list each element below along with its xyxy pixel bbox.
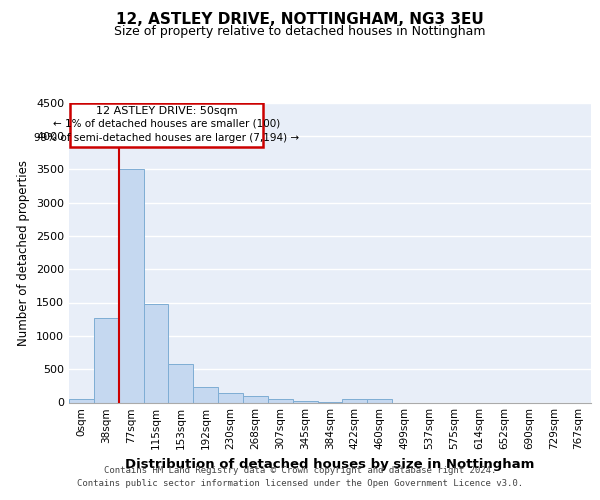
Bar xyxy=(169,364,193,403)
FancyBboxPatch shape xyxy=(70,103,263,146)
X-axis label: Distribution of detached houses by size in Nottingham: Distribution of detached houses by size … xyxy=(125,458,535,471)
Bar xyxy=(119,169,143,402)
Bar xyxy=(193,386,218,402)
Text: 99% of semi-detached houses are larger (7,194) →: 99% of semi-detached houses are larger (… xyxy=(34,133,299,143)
Text: 12, ASTLEY DRIVE, NOTTINGHAM, NG3 3EU: 12, ASTLEY DRIVE, NOTTINGHAM, NG3 3EU xyxy=(116,12,484,28)
Text: Contains HM Land Registry data © Crown copyright and database right 2024.
Contai: Contains HM Land Registry data © Crown c… xyxy=(77,466,523,487)
Text: ← 1% of detached houses are smaller (100): ← 1% of detached houses are smaller (100… xyxy=(53,119,280,129)
Bar xyxy=(69,399,94,402)
Y-axis label: Number of detached properties: Number of detached properties xyxy=(17,160,31,346)
Text: 12 ASTLEY DRIVE: 50sqm: 12 ASTLEY DRIVE: 50sqm xyxy=(96,106,238,116)
Bar xyxy=(143,304,169,402)
Bar xyxy=(243,396,268,402)
Bar xyxy=(94,318,119,402)
Bar xyxy=(343,399,367,402)
Bar xyxy=(268,398,293,402)
Bar xyxy=(367,399,392,402)
Text: Size of property relative to detached houses in Nottingham: Size of property relative to detached ho… xyxy=(114,25,486,38)
Bar xyxy=(218,392,243,402)
Bar xyxy=(293,400,317,402)
